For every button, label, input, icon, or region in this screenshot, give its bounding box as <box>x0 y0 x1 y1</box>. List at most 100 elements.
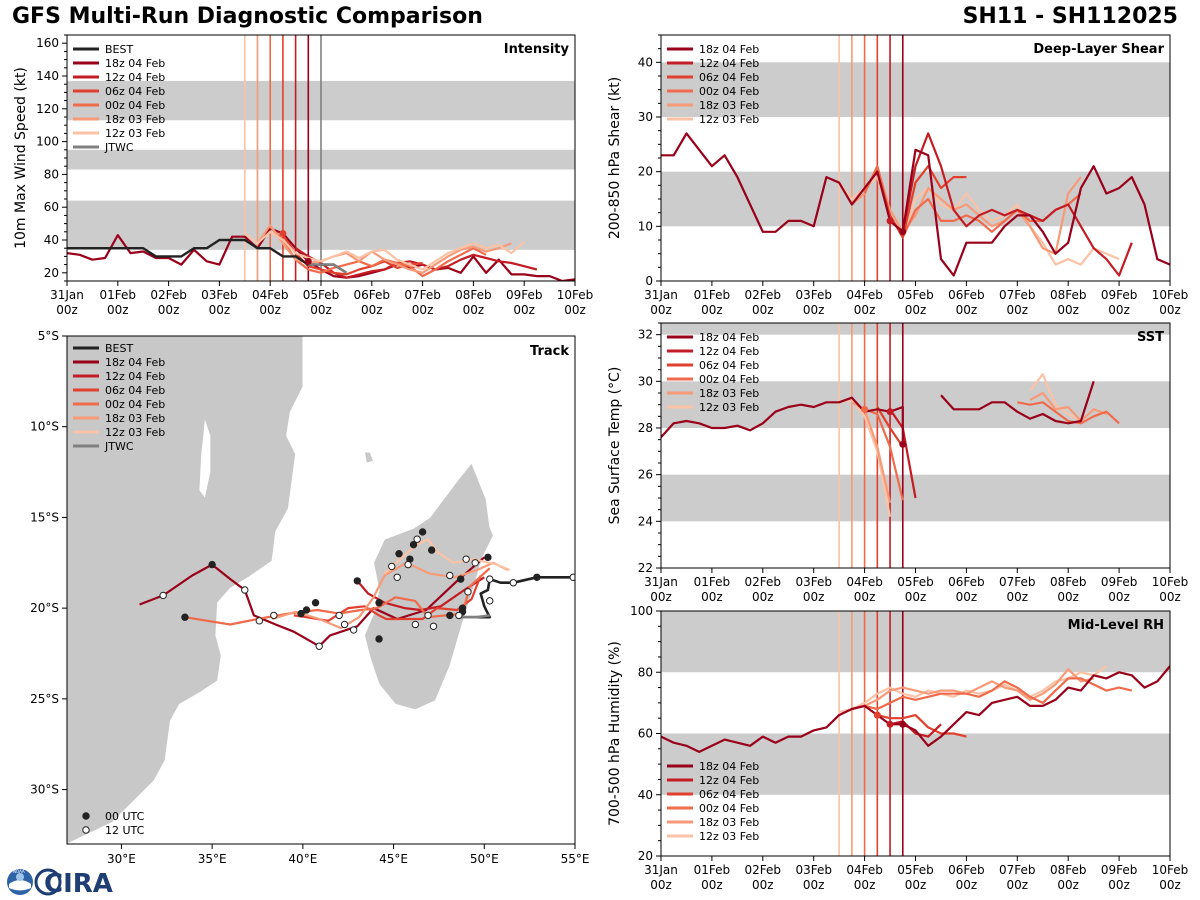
rh-ytick-label: 100 <box>630 604 653 618</box>
sst-xtick-label: 00z <box>854 590 876 604</box>
track-frame <box>66 335 576 845</box>
rh-xtick-label: 00z <box>905 878 927 892</box>
sst-ytick-label: 24 <box>638 514 653 528</box>
shear-panel-label: Deep-Layer Shear <box>1033 42 1164 57</box>
intensity-xtick-label: 01Feb <box>100 288 137 302</box>
track-point <box>427 546 436 554</box>
track-point <box>340 620 349 629</box>
track-legend-label: BEST <box>105 342 133 355</box>
shear-series-line <box>889 132 1133 277</box>
shear-ytick-label: 40 <box>638 55 653 69</box>
rh-xtick-label: 09Feb <box>1101 863 1138 877</box>
rh-xtick-label: 08Feb <box>1050 863 1087 877</box>
intensity-ytick-label: 140 <box>36 69 59 83</box>
intensity-xtick-label: 31Jan <box>50 288 84 302</box>
sst-panel-label: SST <box>1137 330 1164 345</box>
sst-xtick-label: 00z <box>650 590 672 604</box>
sst-xtick-label: 00z <box>701 590 723 604</box>
track-legend-label: 06z 04 Feb <box>105 384 165 397</box>
rh-ytick-label: 60 <box>638 727 653 741</box>
shear-xtick-label: 00z <box>1108 303 1130 317</box>
shear-xtick-label: 00z <box>701 303 723 317</box>
intensity-series-line <box>244 230 525 271</box>
sst-ytick-label: 22 <box>638 561 653 575</box>
noaa-wordmark: NOAA <box>13 869 25 874</box>
intensity-xtick-label: 05Feb <box>303 288 340 302</box>
shear-ylabel: 200-850 hPa Shear (kt) <box>607 77 623 239</box>
intensity-legend-label: 12z 04 Feb <box>105 71 165 84</box>
track-xtick-label: 55°E <box>561 852 590 866</box>
cira-wordmark: CIRA <box>44 869 113 898</box>
track-point <box>270 611 278 620</box>
africa-land <box>67 336 304 844</box>
sst-xtick-label: 00z <box>1159 590 1181 604</box>
track-point <box>569 573 575 581</box>
sst-xtick-label: 05Feb <box>897 575 934 589</box>
sst-init-marker <box>861 405 869 413</box>
madagascar-land <box>364 462 494 711</box>
rh-series-line <box>889 720 942 738</box>
intensity-ylabel: 10m Max Wind Speed (kt) <box>13 67 29 249</box>
rh-band <box>661 611 1170 673</box>
sst-series-line <box>1029 391 1107 423</box>
rh-xtick-label: 00z <box>1007 878 1029 892</box>
shear-xtick-label: 00z <box>1159 303 1181 317</box>
track-point <box>241 586 249 594</box>
sst-plot-area <box>661 323 1170 568</box>
comoros-land <box>364 451 375 464</box>
shear-xtick-label: 00z <box>1057 303 1079 317</box>
sst-legend-label: 18z 04 Feb <box>699 331 759 344</box>
intensity-xtick-label: 03Feb <box>201 288 238 302</box>
track-ytick-label: 30°S <box>30 783 59 797</box>
shear-xtick-label: 00z <box>905 303 927 317</box>
rh-legend-label: 18z 03 Feb <box>699 816 759 829</box>
track-point <box>181 613 189 621</box>
shear-legend-label: 12z 04 Feb <box>699 57 759 70</box>
track-point <box>375 635 383 643</box>
rh-xtick-label: 10Feb <box>1152 863 1189 877</box>
sst-xtick-label: 04Feb <box>846 575 883 589</box>
intensity-ytick-label: 120 <box>36 102 59 116</box>
track-line <box>460 614 490 619</box>
rh-xtick-label: 06Feb <box>948 863 985 877</box>
intensity-legend-label: 12z 03 Feb <box>105 127 165 140</box>
shear-series-line <box>851 165 1082 255</box>
intensity-plot-area <box>67 35 575 281</box>
rh-series-line <box>851 668 1094 711</box>
track-point <box>484 553 492 562</box>
intensity-xtick-label: 00z <box>259 303 281 317</box>
rh-xtick-label: 01Feb <box>694 863 731 877</box>
track-point <box>297 609 305 618</box>
intensity-series-line <box>269 226 487 278</box>
intensity-xtick-label: 00z <box>361 303 383 317</box>
rh-ylabel: 700-500 hPa Humidity (%) <box>607 641 623 826</box>
shear-xtick-label: 00z <box>752 303 774 317</box>
sst-legend-label: 12z 04 Feb <box>699 345 759 358</box>
track-ytick-label: 15°S <box>30 510 59 524</box>
intensity-panel-label: Intensity <box>504 42 570 57</box>
intensity-series-line <box>308 263 348 274</box>
track-point <box>353 577 361 585</box>
track-point <box>388 562 396 571</box>
sst-init-marker <box>886 408 894 416</box>
rh-xtick-label: 00z <box>854 878 876 892</box>
shear-xtick-label: 02Feb <box>745 288 782 302</box>
sst-xtick-label: 07Feb <box>999 575 1036 589</box>
sst-ytick-label: 26 <box>638 468 653 482</box>
track-line <box>271 561 509 630</box>
track-point <box>446 611 454 620</box>
track-line <box>356 576 485 612</box>
intensity-xtick-label: 10Feb <box>557 288 594 302</box>
sst-series-line <box>876 406 904 448</box>
sst-xtick-label: 10Feb <box>1152 575 1189 589</box>
track-point <box>413 535 421 543</box>
rh-init-marker <box>899 720 907 728</box>
shear-legend-label: 18z 04 Feb <box>699 43 759 56</box>
sst-ytick-label: 28 <box>638 421 653 435</box>
rh-xtick-label: 03Feb <box>795 863 832 877</box>
track-point <box>533 573 541 581</box>
intensity-ytick-label: 20 <box>44 266 59 280</box>
track-point <box>302 606 311 614</box>
track-marker-legend-label: 00 UTC <box>105 810 145 823</box>
rh-xtick-label: 00z <box>650 878 672 892</box>
